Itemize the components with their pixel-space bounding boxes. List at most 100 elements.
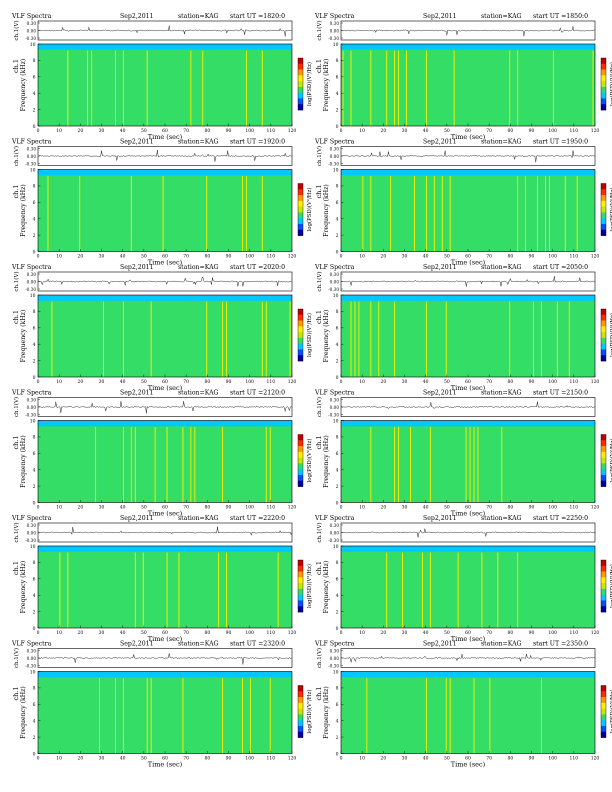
time-tick-label: 80 <box>204 505 210 511</box>
wave-tick-label: 0.00 <box>330 530 340 535</box>
time-tick-label: 70 <box>486 379 492 385</box>
freq-tick-label: 2 <box>33 358 36 364</box>
spectrogram-background <box>38 44 292 126</box>
panel-start-ut: start UT =2350:0 <box>533 641 588 648</box>
time-tick-label: 10 <box>359 505 365 511</box>
time-tick-label: 70 <box>183 756 189 762</box>
freq-tick-label: 8 <box>33 686 36 692</box>
time-tick-label: 10 <box>56 630 62 636</box>
freq-tick-label: 2 <box>33 107 36 113</box>
freq-axis-label: Frequency (kHz) <box>323 310 330 363</box>
time-tick-label: 80 <box>204 254 210 260</box>
colorbar-label: log(PSD)(V²/Hz) <box>306 690 313 734</box>
channel-label: ch.1 <box>12 686 20 700</box>
time-tick-label: 10 <box>56 254 62 260</box>
time-tick-label: 40 <box>423 379 429 385</box>
wave-tick-label: -0.30 <box>25 412 36 417</box>
time-tick-label: 30 <box>402 756 408 762</box>
time-tick-label: 40 <box>423 128 429 134</box>
colorbar <box>600 183 607 236</box>
freq-tick-label: 10 <box>333 293 339 299</box>
time-tick-label: 90 <box>226 630 232 636</box>
colorbar <box>600 434 607 487</box>
time-tick-label: 70 <box>486 254 492 260</box>
wave-tick-label: 0.30 <box>27 146 37 151</box>
time-tick-label: 80 <box>507 630 513 636</box>
freq-tick-label: 4 <box>336 91 339 97</box>
time-tick-label: 40 <box>423 254 429 260</box>
time-axis-label: Time (sec) <box>148 761 183 769</box>
spectrogram-cells <box>386 552 519 628</box>
freq-tick-label: 2 <box>336 358 339 364</box>
freq-tick-label: 8 <box>33 435 36 441</box>
time-tick-label: 30 <box>402 254 408 260</box>
time-tick-label: 50 <box>141 630 147 636</box>
freq-tick-label: 0 <box>336 375 339 381</box>
time-tick-label: 80 <box>507 128 513 134</box>
wave-tick-label: 0.30 <box>27 648 37 653</box>
freq-tick-label: 8 <box>336 58 339 64</box>
wave-tick-label: -0.30 <box>328 36 339 41</box>
time-tick-label: 60 <box>465 630 471 636</box>
time-tick-label: 20 <box>380 630 386 636</box>
spectrogram-background <box>341 420 595 503</box>
time-tick-label: 120 <box>591 254 600 260</box>
panel-title: VLF Spectra <box>314 139 355 146</box>
time-tick-label: 20 <box>77 379 83 385</box>
panel-date: Sep2,2011 <box>423 264 457 271</box>
freq-tick-label: 2 <box>336 609 339 615</box>
time-tick-label: 70 <box>486 756 492 762</box>
panel-station: station=KAG <box>178 641 219 648</box>
freq-axis-label: Frequency (kHz) <box>20 561 27 614</box>
channel-label: ch.1 <box>12 561 20 575</box>
time-tick-label: 120 <box>591 630 600 636</box>
freq-tick-label: 10 <box>333 167 339 173</box>
time-tick-label: 110 <box>570 128 579 134</box>
time-tick-label: 70 <box>183 128 189 134</box>
time-tick-label: 80 <box>507 505 513 511</box>
panel-station: station=KAG <box>178 264 219 271</box>
time-tick-label: 90 <box>529 128 535 134</box>
freq-tick-label: 4 <box>33 593 36 599</box>
wave-tick-label: 0.30 <box>330 272 340 277</box>
wave-tick-label: 0.30 <box>27 397 37 402</box>
panel-start-ut: start UT =2320:0 <box>230 641 285 648</box>
freq-tick-label: 6 <box>33 326 36 332</box>
time-tick-label: 0 <box>340 756 343 762</box>
freq-axis-label: Frequency (kHz) <box>20 59 27 112</box>
wave-axis-label: ch.1(V) <box>316 146 323 166</box>
spectrogram-top-band <box>341 671 595 678</box>
spectrogram-background <box>38 671 292 754</box>
time-tick-label: 70 <box>486 128 492 134</box>
time-tick-label: 50 <box>444 505 450 511</box>
time-tick-label: 90 <box>226 128 232 134</box>
time-tick-label: 70 <box>486 505 492 511</box>
wave-axis-label: ch.1(V) <box>13 20 20 40</box>
time-tick-label: 100 <box>548 630 557 636</box>
panel-date: Sep2,2011 <box>120 264 154 271</box>
time-tick-label: 10 <box>359 379 365 385</box>
time-tick-label: 40 <box>120 505 126 511</box>
spectrogram-top-band <box>341 420 595 427</box>
channel-label: ch.1 <box>315 59 323 73</box>
time-tick-label: 120 <box>591 379 600 385</box>
freq-tick-label: 4 <box>33 719 36 725</box>
wave-tick-label: -0.30 <box>25 663 36 668</box>
time-tick-label: 20 <box>77 505 83 511</box>
panel-start-ut: start UT =2020:0 <box>230 264 285 271</box>
time-tick-label: 120 <box>288 505 297 511</box>
wave-tick-label: 0.30 <box>27 21 37 26</box>
freq-tick-label: 8 <box>33 184 36 190</box>
time-tick-label: 30 <box>402 505 408 511</box>
spectrogram-background <box>38 420 292 503</box>
spectrogram-cells <box>67 50 263 127</box>
colorbar <box>297 308 304 362</box>
panel-station: station=KAG <box>481 641 522 648</box>
panel-date: Sep2,2011 <box>120 515 154 522</box>
waveform-trace <box>340 150 596 163</box>
time-tick-label: 90 <box>226 379 232 385</box>
time-tick-label: 50 <box>444 254 450 260</box>
spectrogram-panel-8: VLF Spectra Sep2,2011 station=KAG start UT … <box>314 390 612 518</box>
freq-tick-label: 2 <box>33 609 36 615</box>
time-tick-label: 80 <box>204 756 210 762</box>
